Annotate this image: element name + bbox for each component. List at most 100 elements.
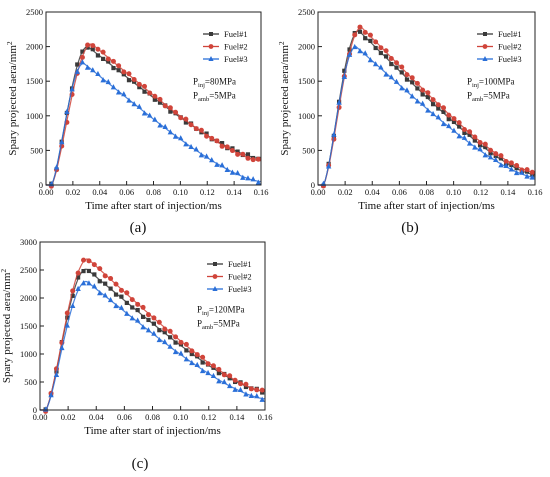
data-marker-circle bbox=[97, 266, 103, 272]
data-marker-square bbox=[70, 293, 75, 298]
data-marker-triangle bbox=[435, 114, 441, 120]
data-marker-circle bbox=[472, 134, 478, 140]
data-marker-triangle bbox=[208, 56, 214, 61]
condition-base: P bbox=[197, 305, 202, 315]
x-axis-label: Time after start of injection/ms bbox=[84, 425, 220, 437]
data-marker-square bbox=[90, 47, 95, 52]
data-marker-circle bbox=[126, 71, 132, 77]
data-marker-triangle bbox=[529, 174, 535, 180]
data-marker-circle bbox=[254, 387, 260, 393]
data-marker-square bbox=[399, 70, 404, 75]
legend-label: Fuel#2 bbox=[498, 42, 522, 52]
data-marker-circle bbox=[64, 310, 70, 316]
data-marker-square bbox=[514, 166, 519, 171]
series-Fuel2 bbox=[40, 257, 266, 414]
x-tick-label: 0.12 bbox=[201, 412, 216, 422]
data-marker-triangle bbox=[151, 330, 157, 336]
data-marker-circle bbox=[167, 328, 173, 334]
data-marker-triangle bbox=[325, 163, 332, 169]
condition-base: P bbox=[197, 319, 202, 329]
legend-label: Fuel#3 bbox=[228, 284, 252, 294]
data-marker-circle bbox=[110, 58, 116, 64]
data-marker-circle bbox=[219, 143, 225, 149]
data-marker-circle bbox=[477, 139, 483, 145]
data-marker-triangle bbox=[183, 141, 189, 147]
data-marker-square bbox=[446, 117, 451, 122]
series-Fuel3 bbox=[318, 43, 536, 186]
data-marker-triangle bbox=[124, 310, 130, 316]
data-marker-square bbox=[173, 340, 178, 345]
y-tick-label: 2000 bbox=[26, 42, 43, 52]
data-marker-triangle bbox=[472, 144, 478, 150]
data-marker-circle bbox=[420, 87, 426, 93]
data-marker-circle bbox=[235, 151, 241, 157]
legend-label: Fuel#1 bbox=[228, 259, 252, 269]
data-marker-square bbox=[130, 305, 135, 310]
data-marker-triangle bbox=[69, 86, 75, 92]
data-marker-triangle bbox=[74, 68, 80, 74]
data-marker-square bbox=[204, 131, 209, 136]
data-marker-circle bbox=[508, 160, 514, 166]
data-marker-circle bbox=[189, 348, 195, 354]
data-marker-circle bbox=[529, 169, 535, 175]
data-marker-triangle bbox=[508, 166, 515, 172]
condition-inj: Pinj=100MPa bbox=[467, 77, 514, 90]
data-marker-circle bbox=[435, 102, 441, 108]
data-marker-triangle bbox=[227, 382, 233, 389]
data-marker-square bbox=[425, 94, 430, 100]
data-marker-square bbox=[219, 141, 225, 146]
data-marker-triangle bbox=[372, 61, 379, 67]
data-marker-square bbox=[213, 262, 217, 266]
data-marker-square bbox=[357, 29, 363, 34]
data-marker-circle bbox=[85, 42, 91, 48]
data-marker-triangle bbox=[383, 71, 389, 77]
data-marker-triangle bbox=[482, 56, 488, 61]
data-marker-square bbox=[146, 317, 151, 323]
data-marker-circle bbox=[482, 44, 488, 49]
data-marker-circle bbox=[243, 381, 249, 387]
data-marker-triangle bbox=[430, 110, 436, 117]
data-marker-triangle bbox=[216, 378, 222, 384]
data-marker-triangle bbox=[178, 135, 184, 141]
data-marker-triangle bbox=[466, 140, 473, 146]
data-marker-circle bbox=[147, 90, 153, 96]
x-tick-label: 0.06 bbox=[117, 412, 132, 422]
condition-base: P bbox=[467, 91, 472, 101]
data-marker-triangle bbox=[456, 133, 462, 139]
y-tick-label: 1500 bbox=[26, 76, 43, 86]
data-marker-circle bbox=[373, 39, 379, 45]
data-marker-square bbox=[483, 144, 488, 150]
data-marker-square bbox=[189, 351, 194, 357]
data-marker-square bbox=[124, 300, 129, 306]
x-tick-label: 0.00 bbox=[33, 412, 48, 422]
data-marker-circle bbox=[248, 386, 254, 392]
y-axis-label-superscript: 2 bbox=[0, 269, 8, 273]
data-marker-circle bbox=[456, 120, 462, 126]
data-marker-triangle bbox=[91, 283, 98, 289]
data-marker-circle bbox=[227, 373, 233, 379]
data-marker-circle bbox=[183, 341, 189, 347]
data-marker-square bbox=[140, 314, 146, 319]
data-marker-triangle bbox=[243, 391, 249, 397]
data-marker-triangle bbox=[79, 59, 86, 65]
data-marker-triangle bbox=[105, 78, 111, 85]
data-marker-circle bbox=[141, 83, 147, 89]
x-tick-label: 0.04 bbox=[365, 187, 381, 197]
data-marker-circle bbox=[178, 339, 184, 345]
data-marker-circle bbox=[498, 153, 504, 159]
data-marker-triangle bbox=[352, 43, 358, 50]
legend-label: Fuel#2 bbox=[224, 42, 248, 52]
x-tick-label: 0.00 bbox=[39, 187, 54, 197]
data-marker-triangle bbox=[414, 98, 421, 104]
data-marker-triangle bbox=[188, 143, 194, 150]
data-marker-circle bbox=[210, 363, 216, 369]
x-tick-label: 0.08 bbox=[419, 187, 434, 197]
data-marker-square bbox=[227, 376, 232, 381]
data-marker-triangle bbox=[425, 107, 431, 113]
y-axis-label-superscript: 2 bbox=[5, 41, 14, 45]
x-tick-label: 0.04 bbox=[89, 412, 105, 422]
condition-subscript: amb bbox=[202, 324, 213, 331]
data-marker-square bbox=[394, 65, 399, 70]
data-marker-triangle bbox=[393, 78, 400, 84]
data-marker-triangle bbox=[487, 154, 494, 160]
